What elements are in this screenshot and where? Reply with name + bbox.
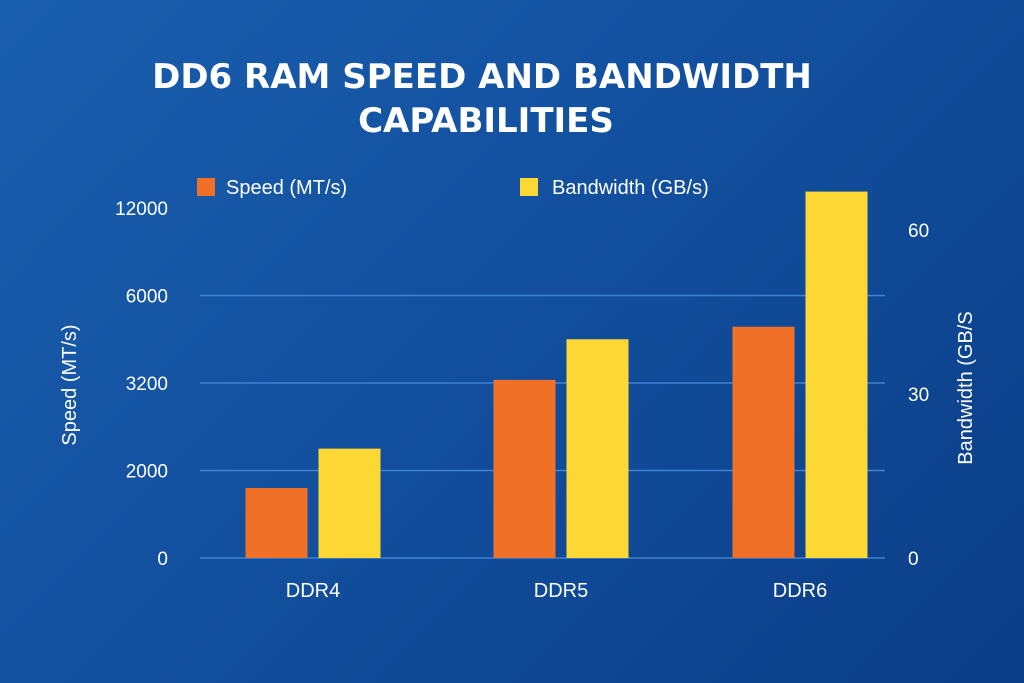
category-label: DDR6 (773, 580, 827, 602)
right-axis-label: Bandwidth (GB/S (955, 311, 977, 464)
category-label: DDR5 (534, 580, 588, 602)
left-tick-label: 0 (157, 549, 168, 570)
bar-ddr6-speed (732, 326, 795, 558)
right-tick-label: 30 (908, 385, 929, 406)
right-tick-label: 60 (908, 221, 929, 242)
legend-label-bandwidth: Bandwidth (GB/s) (552, 177, 709, 199)
chart-title-line-1: DD6 RAM SPEED AND BANDWIDTH (152, 57, 812, 97)
left-tick-label: 12000 (115, 199, 168, 220)
left-axis-ticks: 0 2000 3200 6000 12000 (115, 199, 168, 570)
chart-title-line-2: CAPABILITIES (358, 101, 614, 141)
right-axis-ticks: 0 30 60 (908, 221, 929, 570)
bar-ddr5-bandwidth (566, 339, 629, 558)
left-tick-label: 6000 (126, 287, 168, 308)
left-tick-label: 3200 (126, 374, 168, 395)
category-label: DDR4 (286, 580, 340, 602)
bar-ddr4-speed (245, 488, 308, 558)
left-tick-label: 2000 (126, 462, 168, 483)
legend-swatch-speed (197, 178, 215, 196)
legend-label-speed: Speed (MT/s) (226, 177, 347, 199)
bar-ddr4-bandwidth (318, 448, 381, 558)
bars (245, 191, 868, 558)
legend-swatch-bandwidth (520, 178, 538, 196)
category-labels: DDR4 DDR5 DDR6 (286, 580, 827, 602)
left-axis-label: Speed (MT/s) (59, 324, 81, 445)
bar-ddr5-speed (493, 379, 556, 558)
bar-ddr6-bandwidth (805, 191, 868, 558)
legend: Speed (MT/s) Bandwidth (GB/s) (197, 177, 709, 199)
right-tick-label: 0 (908, 549, 919, 570)
